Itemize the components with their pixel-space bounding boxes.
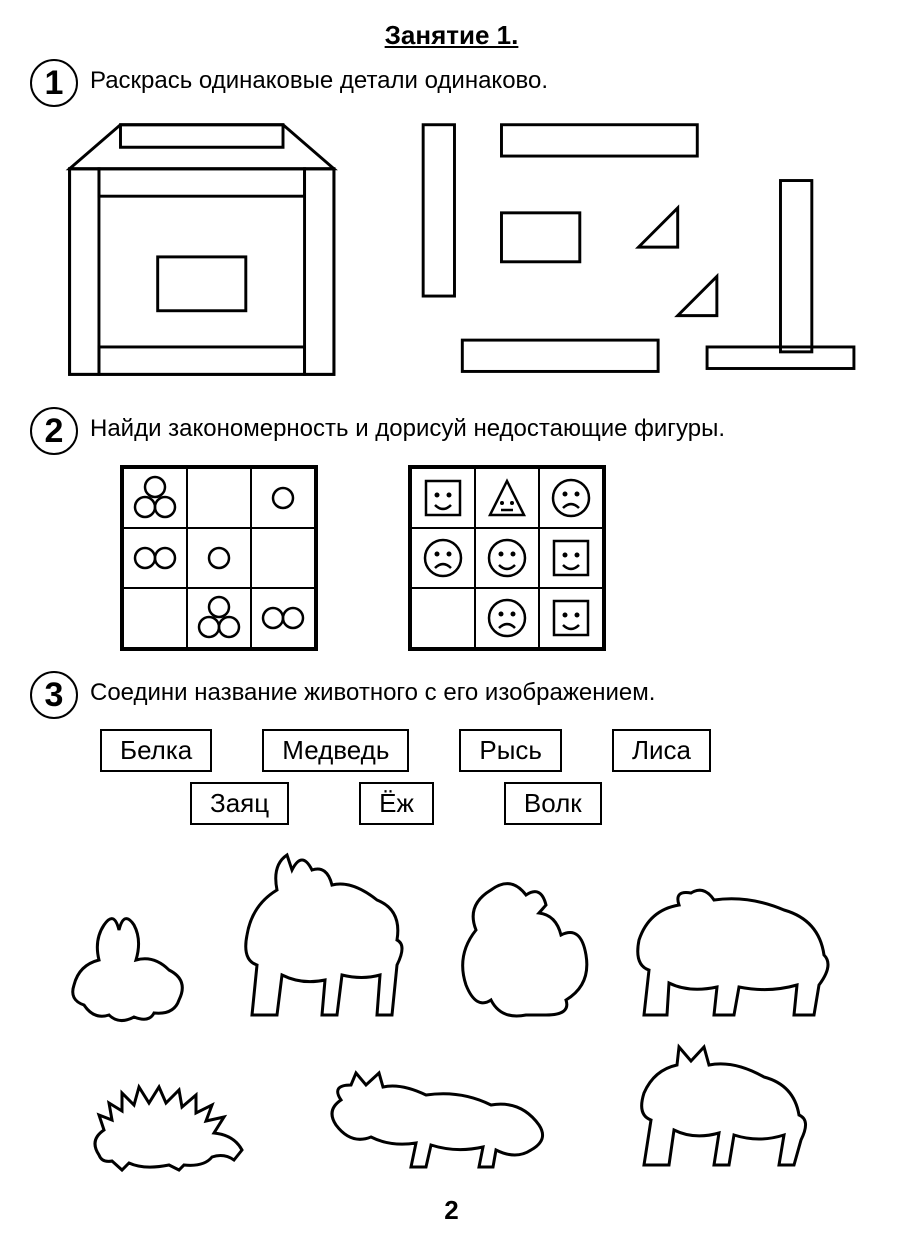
grid-cell bbox=[475, 588, 539, 648]
grid-cell bbox=[475, 468, 539, 528]
grid-cell bbox=[251, 528, 315, 588]
animal-label: Медведь bbox=[262, 729, 409, 772]
grid-cell bbox=[187, 468, 251, 528]
animal-label: Заяц bbox=[190, 782, 289, 825]
animal-label: Волк bbox=[504, 782, 602, 825]
grid-cell bbox=[123, 588, 187, 648]
task-3-instruction: Соедини название животного с его изображ… bbox=[90, 671, 655, 707]
grid-cell bbox=[187, 528, 251, 588]
animal-silhouettes bbox=[30, 835, 873, 1175]
grid-right bbox=[408, 465, 606, 651]
animal-labels: Белка Медведь Рысь Лиса Заяц Ёж Волк bbox=[30, 729, 873, 825]
grid-cell bbox=[411, 528, 475, 588]
grid-cell bbox=[539, 528, 603, 588]
task-2-instruction: Найди закономерность и дорисуй недостающ… bbox=[90, 407, 725, 443]
task-3-header: 3 Соедини название животного с его изобр… bbox=[30, 671, 873, 719]
grid-cell bbox=[251, 588, 315, 648]
animal-label: Ёж bbox=[359, 782, 434, 825]
lynx-icon bbox=[222, 845, 422, 1025]
squirrel-icon bbox=[451, 865, 591, 1025]
grid-left bbox=[120, 465, 318, 651]
grid-cell bbox=[539, 588, 603, 648]
task-3-number-icon: 3 bbox=[30, 671, 78, 719]
house-shape bbox=[50, 117, 354, 387]
task-2-header: 2 Найди закономерность и дорисуй недоста… bbox=[30, 407, 873, 455]
grid-cell bbox=[187, 588, 251, 648]
task-1: 1 Раскрась одинаковые детали одинаково. bbox=[30, 59, 873, 387]
task-3: 3 Соедини название животного с его изобр… bbox=[30, 671, 873, 1175]
animal-label: Лиса bbox=[612, 729, 711, 772]
grid-cell bbox=[123, 468, 187, 528]
hedgehog-icon bbox=[84, 1065, 254, 1175]
page-number: 2 bbox=[30, 1195, 873, 1226]
task-2-number-icon: 2 bbox=[30, 407, 78, 455]
wolf-icon bbox=[619, 1035, 819, 1175]
loose-shapes bbox=[384, 117, 874, 387]
rabbit-icon bbox=[64, 905, 194, 1025]
label-row-2: Заяц Ёж Волк bbox=[100, 782, 873, 825]
grid-cell bbox=[475, 528, 539, 588]
fox-icon bbox=[321, 1055, 551, 1175]
grid-cell bbox=[411, 468, 475, 528]
bear-icon bbox=[619, 875, 839, 1025]
task-1-header: 1 Раскрась одинаковые детали одинаково. bbox=[30, 59, 873, 107]
label-row-1: Белка Медведь Рысь Лиса bbox=[100, 729, 873, 772]
animal-label: Белка bbox=[100, 729, 212, 772]
task-1-instruction: Раскрась одинаковые детали одинаково. bbox=[90, 59, 548, 95]
grid-cell bbox=[411, 588, 475, 648]
page-title: Занятие 1. bbox=[30, 20, 873, 51]
task-2: 2 Найди закономерность и дорисуй недоста… bbox=[30, 407, 873, 651]
grid-cell bbox=[539, 468, 603, 528]
animal-label: Рысь bbox=[459, 729, 562, 772]
grid-cell bbox=[123, 528, 187, 588]
grid-cell bbox=[251, 468, 315, 528]
task-1-number-icon: 1 bbox=[30, 59, 78, 107]
